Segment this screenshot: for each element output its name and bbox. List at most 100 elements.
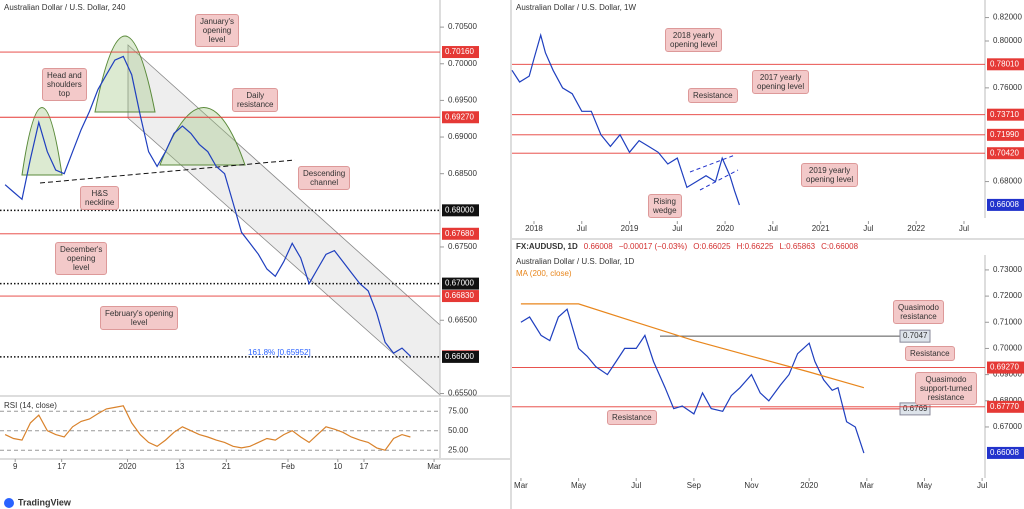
level-tag — [987, 58, 1024, 71]
annotation: Quasimodo resistance — [893, 300, 944, 324]
x-tick-label: 2019 — [621, 224, 639, 233]
x-tick-label: Mar — [514, 481, 528, 490]
y-tick-label: 0.65500 — [448, 389, 477, 398]
x-tick-label: 2020 — [119, 462, 137, 471]
y-tick-label: 0.68500 — [448, 169, 477, 178]
level-tag — [987, 400, 1024, 413]
x-tick-label: 10 — [333, 462, 342, 471]
level-tag — [987, 108, 1024, 121]
level-tag — [987, 198, 1024, 211]
level-label: 0.66000 — [445, 352, 474, 361]
level-label: 0.70160 — [445, 47, 474, 56]
annotation: Quasimodo support-turned resistance — [915, 372, 978, 405]
wedge — [699, 169, 739, 191]
level-tag — [442, 350, 479, 363]
y-tick-label: 0.76000 — [993, 83, 1022, 92]
y-tick-label: 50.00 — [448, 426, 469, 435]
annotation: January's opening level — [195, 14, 239, 47]
x-tick-label: 13 — [175, 462, 184, 471]
level-label: 0.67000 — [445, 279, 474, 288]
annotation: February's opening level — [100, 306, 179, 330]
level-label: 0.71990 — [990, 130, 1019, 139]
x-tick-label: 21 — [222, 462, 231, 471]
x-tick-label: 2020 — [716, 224, 734, 233]
x-tick-label: Nov — [744, 481, 758, 490]
quote: L:0.65863 — [780, 242, 816, 251]
neckline — [39, 159, 296, 184]
level-tag — [442, 227, 479, 240]
x-tick-label: 2018 — [525, 224, 543, 233]
annotation: Resistance — [688, 88, 738, 103]
chart-title: RSI (14, close) — [4, 401, 57, 410]
y-tick-label: 0.73000 — [993, 265, 1022, 274]
shoulder — [21, 107, 63, 176]
y-tick-label: 0.80000 — [993, 36, 1022, 45]
x-tick-label: 2020 — [800, 481, 818, 490]
y-tick-label: 0.67500 — [448, 242, 477, 251]
level-label: 0.69270 — [990, 363, 1019, 372]
x-tick-label: Jul — [959, 224, 969, 233]
y-tick-label: 0.68000 — [993, 177, 1022, 186]
level-tag — [899, 329, 931, 343]
annotation: 2017 yearly opening level — [752, 70, 810, 94]
annotation: H&S neckline — [80, 186, 120, 210]
y-tick-label: 0.66500 — [448, 315, 477, 324]
level-tag — [987, 147, 1024, 160]
annotation: Head and shoulders top — [42, 68, 87, 101]
chart-title: Australian Dollar / U.S. Dollar, 1W — [516, 3, 636, 12]
y-tick-label: 0.70000 — [993, 344, 1022, 353]
fib-label: 161.8% [0.65952] — [248, 348, 311, 357]
y-tick-label: 0.68000 — [993, 396, 1022, 405]
level-tag — [442, 111, 479, 124]
chart-title: Australian Dollar / U.S. Dollar, 240 — [4, 3, 126, 12]
x-tick-label: Jul — [577, 224, 587, 233]
x-tick-label: Jul — [768, 224, 778, 233]
x-tick-label: 17 — [360, 462, 369, 471]
annotation: 2019 yearly opening level — [801, 163, 859, 187]
y-tick-label: 0.69000 — [448, 132, 477, 141]
y-tick-label: 0.70000 — [448, 59, 477, 68]
level-label: 0.78010 — [990, 59, 1019, 68]
level-tag — [987, 361, 1024, 374]
annotation: December's opening level — [55, 242, 108, 275]
level-label: 0.66008 — [990, 200, 1019, 209]
y-tick-label: 25.00 — [448, 445, 469, 454]
level-label: 0.68000 — [445, 205, 474, 214]
level-tag — [442, 277, 479, 290]
level-label: 0.6769 — [903, 404, 928, 413]
level-label: 0.73710 — [990, 110, 1019, 119]
level-tag — [987, 446, 1024, 459]
annotation: Daily resistance — [232, 88, 279, 112]
level-label: 0.66830 — [445, 291, 474, 300]
series-line — [4, 405, 411, 451]
annotation: Resistance — [607, 410, 657, 425]
x-tick-label: Jul — [863, 224, 873, 233]
level-label: 0.66008 — [990, 448, 1019, 457]
y-tick-label: 0.72000 — [993, 291, 1022, 300]
y-tick-label: 0.82000 — [993, 13, 1022, 22]
annotation: 2018 yearly opening level — [665, 28, 723, 52]
y-tick-label: 0.69500 — [448, 96, 477, 105]
series-line — [520, 308, 865, 454]
channel — [127, 44, 441, 396]
x-tick-label: May — [571, 481, 586, 490]
y-tick-label: 0.70500 — [448, 22, 477, 31]
level-label: 0.67680 — [445, 229, 474, 238]
level-tag — [987, 128, 1024, 141]
level-label: 0.70420 — [990, 148, 1019, 157]
x-tick-label: Jul — [631, 481, 641, 490]
logo — [4, 498, 14, 508]
x-tick-label: May — [917, 481, 932, 490]
x-tick-label: Mar — [860, 481, 874, 490]
y-tick-label: 0.69000 — [993, 370, 1022, 379]
footer: TradingView — [18, 497, 72, 507]
x-tick-label: Sep — [687, 481, 702, 490]
y-tick-label: 0.71000 — [993, 317, 1022, 326]
x-tick-label: 9 — [13, 462, 18, 471]
quote: H:0.66225 — [737, 242, 774, 251]
quote: C:0.66008 — [821, 242, 858, 251]
quote: −0.00017 (−0.03%) — [619, 242, 688, 251]
level-label: 0.7047 — [903, 331, 928, 340]
x-tick-label: Feb — [281, 462, 295, 471]
